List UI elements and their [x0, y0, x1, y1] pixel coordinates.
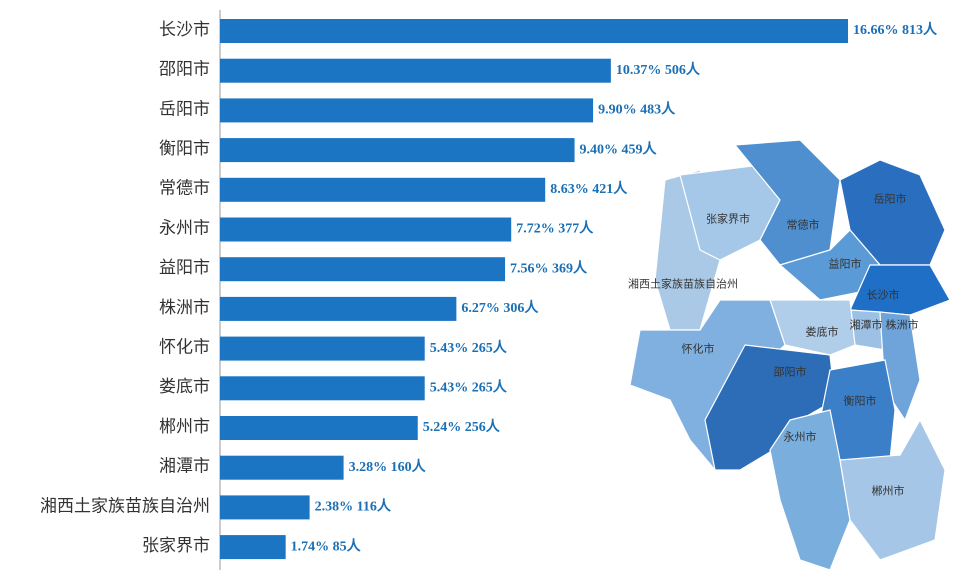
y-tick-label: 张家界市 — [142, 536, 210, 555]
bar — [220, 495, 310, 520]
y-tick-label: 娄底市 — [159, 377, 210, 396]
data-label: 2.38% 116人 — [315, 498, 392, 515]
bar — [220, 58, 611, 83]
data-label: 16.66% 813人 — [853, 21, 938, 38]
map-label: 邵阳市 — [774, 365, 807, 379]
bar — [220, 376, 425, 401]
map-label: 衡阳市 — [844, 394, 877, 408]
data-label: 5.43% 265人 — [430, 379, 508, 396]
data-label: 5.24% 256人 — [423, 418, 501, 435]
map-label: 常德市 — [787, 218, 820, 232]
data-label: 7.56% 369人 — [510, 259, 588, 276]
data-label: 10.37% 506人 — [616, 61, 701, 78]
y-tick-label: 长沙市 — [159, 20, 210, 39]
y-tick-label: 怀化市 — [159, 338, 210, 357]
y-tick-label: 湘西土家族苗族自治州 — [40, 496, 210, 515]
bar — [220, 455, 344, 480]
map-label: 郴州市 — [872, 484, 905, 498]
map-label: 湘潭市 — [850, 318, 883, 332]
bar — [220, 336, 425, 361]
data-label: 1.74% 85人 — [291, 537, 362, 554]
bar — [220, 535, 286, 560]
map-label: 长沙市 — [867, 288, 900, 302]
bar — [220, 177, 546, 202]
y-tick-label: 常德市 — [159, 179, 210, 198]
bar — [220, 19, 848, 43]
map — [629, 139, 951, 571]
data-label: 6.27% 306人 — [461, 299, 539, 316]
bar — [220, 217, 512, 242]
data-label: 9.90% 483人 — [598, 101, 676, 118]
data-label: 5.43% 265人 — [430, 339, 508, 356]
map-label: 湘西土家族苗族自治州 — [628, 277, 738, 291]
data-label: 3.28% 160人 — [349, 458, 427, 475]
y-tick-label: 湘潭市 — [159, 457, 210, 476]
bar — [220, 416, 418, 440]
map-label: 株洲市 — [886, 318, 919, 332]
region — [769, 409, 851, 571]
bar — [220, 138, 575, 163]
y-tick-label: 株洲市 — [159, 298, 210, 317]
bar — [220, 296, 457, 321]
y-tick-label: 永州市 — [159, 218, 210, 237]
map-label: 岳阳市 — [874, 192, 907, 206]
y-tick-label: 邵阳市 — [159, 60, 210, 79]
map-label: 永州市 — [784, 430, 817, 444]
map-label: 怀化市 — [682, 342, 715, 356]
bar — [220, 98, 594, 123]
data-label: 9.40% 459人 — [580, 140, 658, 157]
y-tick-label: 岳阳市 — [159, 99, 210, 118]
data-label: 7.72% 377人 — [516, 220, 594, 237]
region — [839, 418, 946, 561]
map-label: 益阳市 — [829, 257, 862, 271]
data-label: 8.63% 421人 — [550, 180, 628, 197]
y-tick-label: 衡阳市 — [159, 139, 210, 158]
y-tick-label: 郴州市 — [159, 417, 210, 436]
bar — [220, 257, 506, 282]
map-label: 娄底市 — [806, 325, 839, 339]
region — [849, 264, 951, 316]
map-label: 张家界市 — [706, 212, 750, 226]
y-tick-label: 益阳市 — [159, 258, 210, 277]
